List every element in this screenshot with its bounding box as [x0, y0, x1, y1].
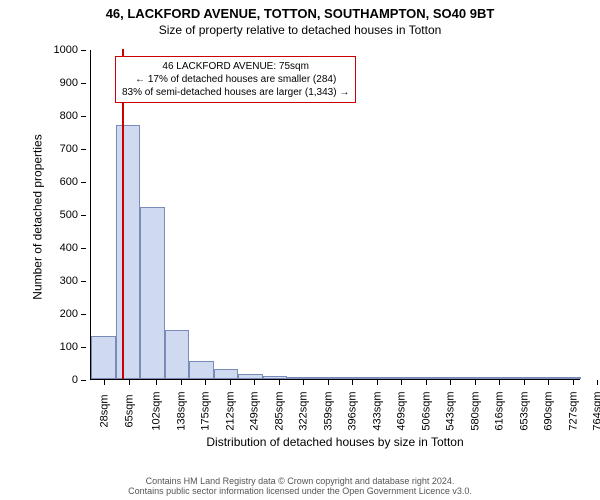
y-tick-label: 1000	[54, 44, 78, 56]
y-tick-label: 500	[60, 209, 78, 221]
chart-container: Number of detached properties Distributi…	[60, 50, 580, 420]
y-tick-label: 600	[60, 176, 78, 188]
histogram-bar	[483, 377, 508, 379]
histogram-bar	[238, 374, 263, 379]
histogram-bar	[312, 377, 337, 379]
y-tick: 300	[60, 275, 86, 287]
histogram-bar	[410, 377, 435, 379]
x-tick-mark	[104, 380, 105, 385]
histogram-bar	[557, 377, 582, 379]
y-tick: 500	[60, 209, 86, 221]
x-tick-label: 65sqm	[123, 394, 135, 427]
x-tick-label: 28sqm	[99, 394, 111, 427]
x-tick-mark	[254, 380, 255, 385]
y-tick-label: 0	[72, 374, 78, 386]
histogram-bar	[116, 125, 141, 379]
y-tick-mark	[81, 281, 86, 282]
annotation-line-3: 83% of semi-detached houses are larger (…	[122, 86, 349, 99]
y-tick-label: 700	[60, 143, 78, 155]
x-tick-mark	[475, 380, 476, 385]
y-tick-label: 100	[60, 341, 78, 353]
y-tick-mark	[81, 215, 86, 216]
x-tick-mark	[279, 380, 280, 385]
annotation-line-1: 46 LACKFORD AVENUE: 75sqm	[122, 60, 349, 73]
histogram-bar	[165, 330, 190, 380]
y-tick-label: 400	[60, 242, 78, 254]
y-tick-label: 200	[60, 308, 78, 320]
x-tick-mark	[230, 380, 231, 385]
footer-line-2: Contains public sector information licen…	[0, 486, 600, 496]
histogram-bar	[91, 336, 116, 379]
x-tick-mark	[401, 380, 402, 385]
y-tick-mark	[81, 248, 86, 249]
histogram-bar	[508, 377, 533, 379]
x-tick-mark	[524, 380, 525, 385]
y-tick: 200	[60, 308, 86, 320]
annotation-box: 46 LACKFORD AVENUE: 75sqm ← 17% of detac…	[115, 56, 356, 103]
histogram-bar	[532, 377, 557, 379]
x-tick-mark	[129, 380, 130, 385]
histogram-bar	[140, 207, 165, 379]
y-tick: 100	[60, 341, 86, 353]
y-tick-mark	[81, 347, 86, 348]
y-tick-label: 800	[60, 110, 78, 122]
x-tick-mark	[352, 380, 353, 385]
footer-line-1: Contains HM Land Registry data © Crown c…	[0, 476, 600, 486]
x-tick-mark	[303, 380, 304, 385]
chart-subtitle: Size of property relative to detached ho…	[0, 21, 600, 37]
y-tick-label: 900	[60, 77, 78, 89]
histogram-bar	[459, 377, 484, 379]
y-tick: 400	[60, 242, 86, 254]
y-tick-mark	[81, 83, 86, 84]
histogram-bar	[336, 377, 361, 379]
histogram-bar	[434, 377, 459, 379]
histogram-bar	[214, 369, 239, 379]
y-tick: 600	[60, 176, 86, 188]
x-tick-label: 764sqm	[592, 391, 600, 430]
x-tick-mark	[377, 380, 378, 385]
x-tick-mark	[156, 380, 157, 385]
histogram-bar	[361, 377, 386, 379]
histogram-bar	[263, 376, 288, 379]
x-tick-mark	[181, 380, 182, 385]
y-tick-label: 300	[60, 275, 78, 287]
histogram-bar	[385, 377, 410, 379]
y-axis-label: Number of detached properties	[31, 134, 45, 299]
x-tick-mark	[450, 380, 451, 385]
y-tick-mark	[81, 149, 86, 150]
x-tick-mark	[573, 380, 574, 385]
histogram-bar	[287, 377, 312, 379]
y-tick: 900	[60, 77, 86, 89]
x-axis-label: Distribution of detached houses by size …	[90, 435, 580, 449]
y-tick: 1000	[54, 44, 86, 56]
x-tick-mark	[597, 380, 598, 385]
chart-title: 46, LACKFORD AVENUE, TOTTON, SOUTHAMPTON…	[0, 0, 600, 21]
y-tick: 800	[60, 110, 86, 122]
x-tick-mark	[426, 380, 427, 385]
y-tick: 700	[60, 143, 86, 155]
x-tick-mark	[499, 380, 500, 385]
y-tick-mark	[81, 182, 86, 183]
y-tick-mark	[81, 50, 86, 51]
histogram-bar	[189, 361, 214, 379]
footer: Contains HM Land Registry data © Crown c…	[0, 476, 600, 496]
y-tick: 0	[72, 374, 86, 386]
y-tick-mark	[81, 380, 86, 381]
x-tick-mark	[548, 380, 549, 385]
y-tick-mark	[81, 116, 86, 117]
x-tick: 764sqm	[578, 380, 600, 417]
y-tick-mark	[81, 314, 86, 315]
x-tick-mark	[328, 380, 329, 385]
annotation-line-2: ← 17% of detached houses are smaller (28…	[122, 73, 349, 86]
x-tick-mark	[205, 380, 206, 385]
